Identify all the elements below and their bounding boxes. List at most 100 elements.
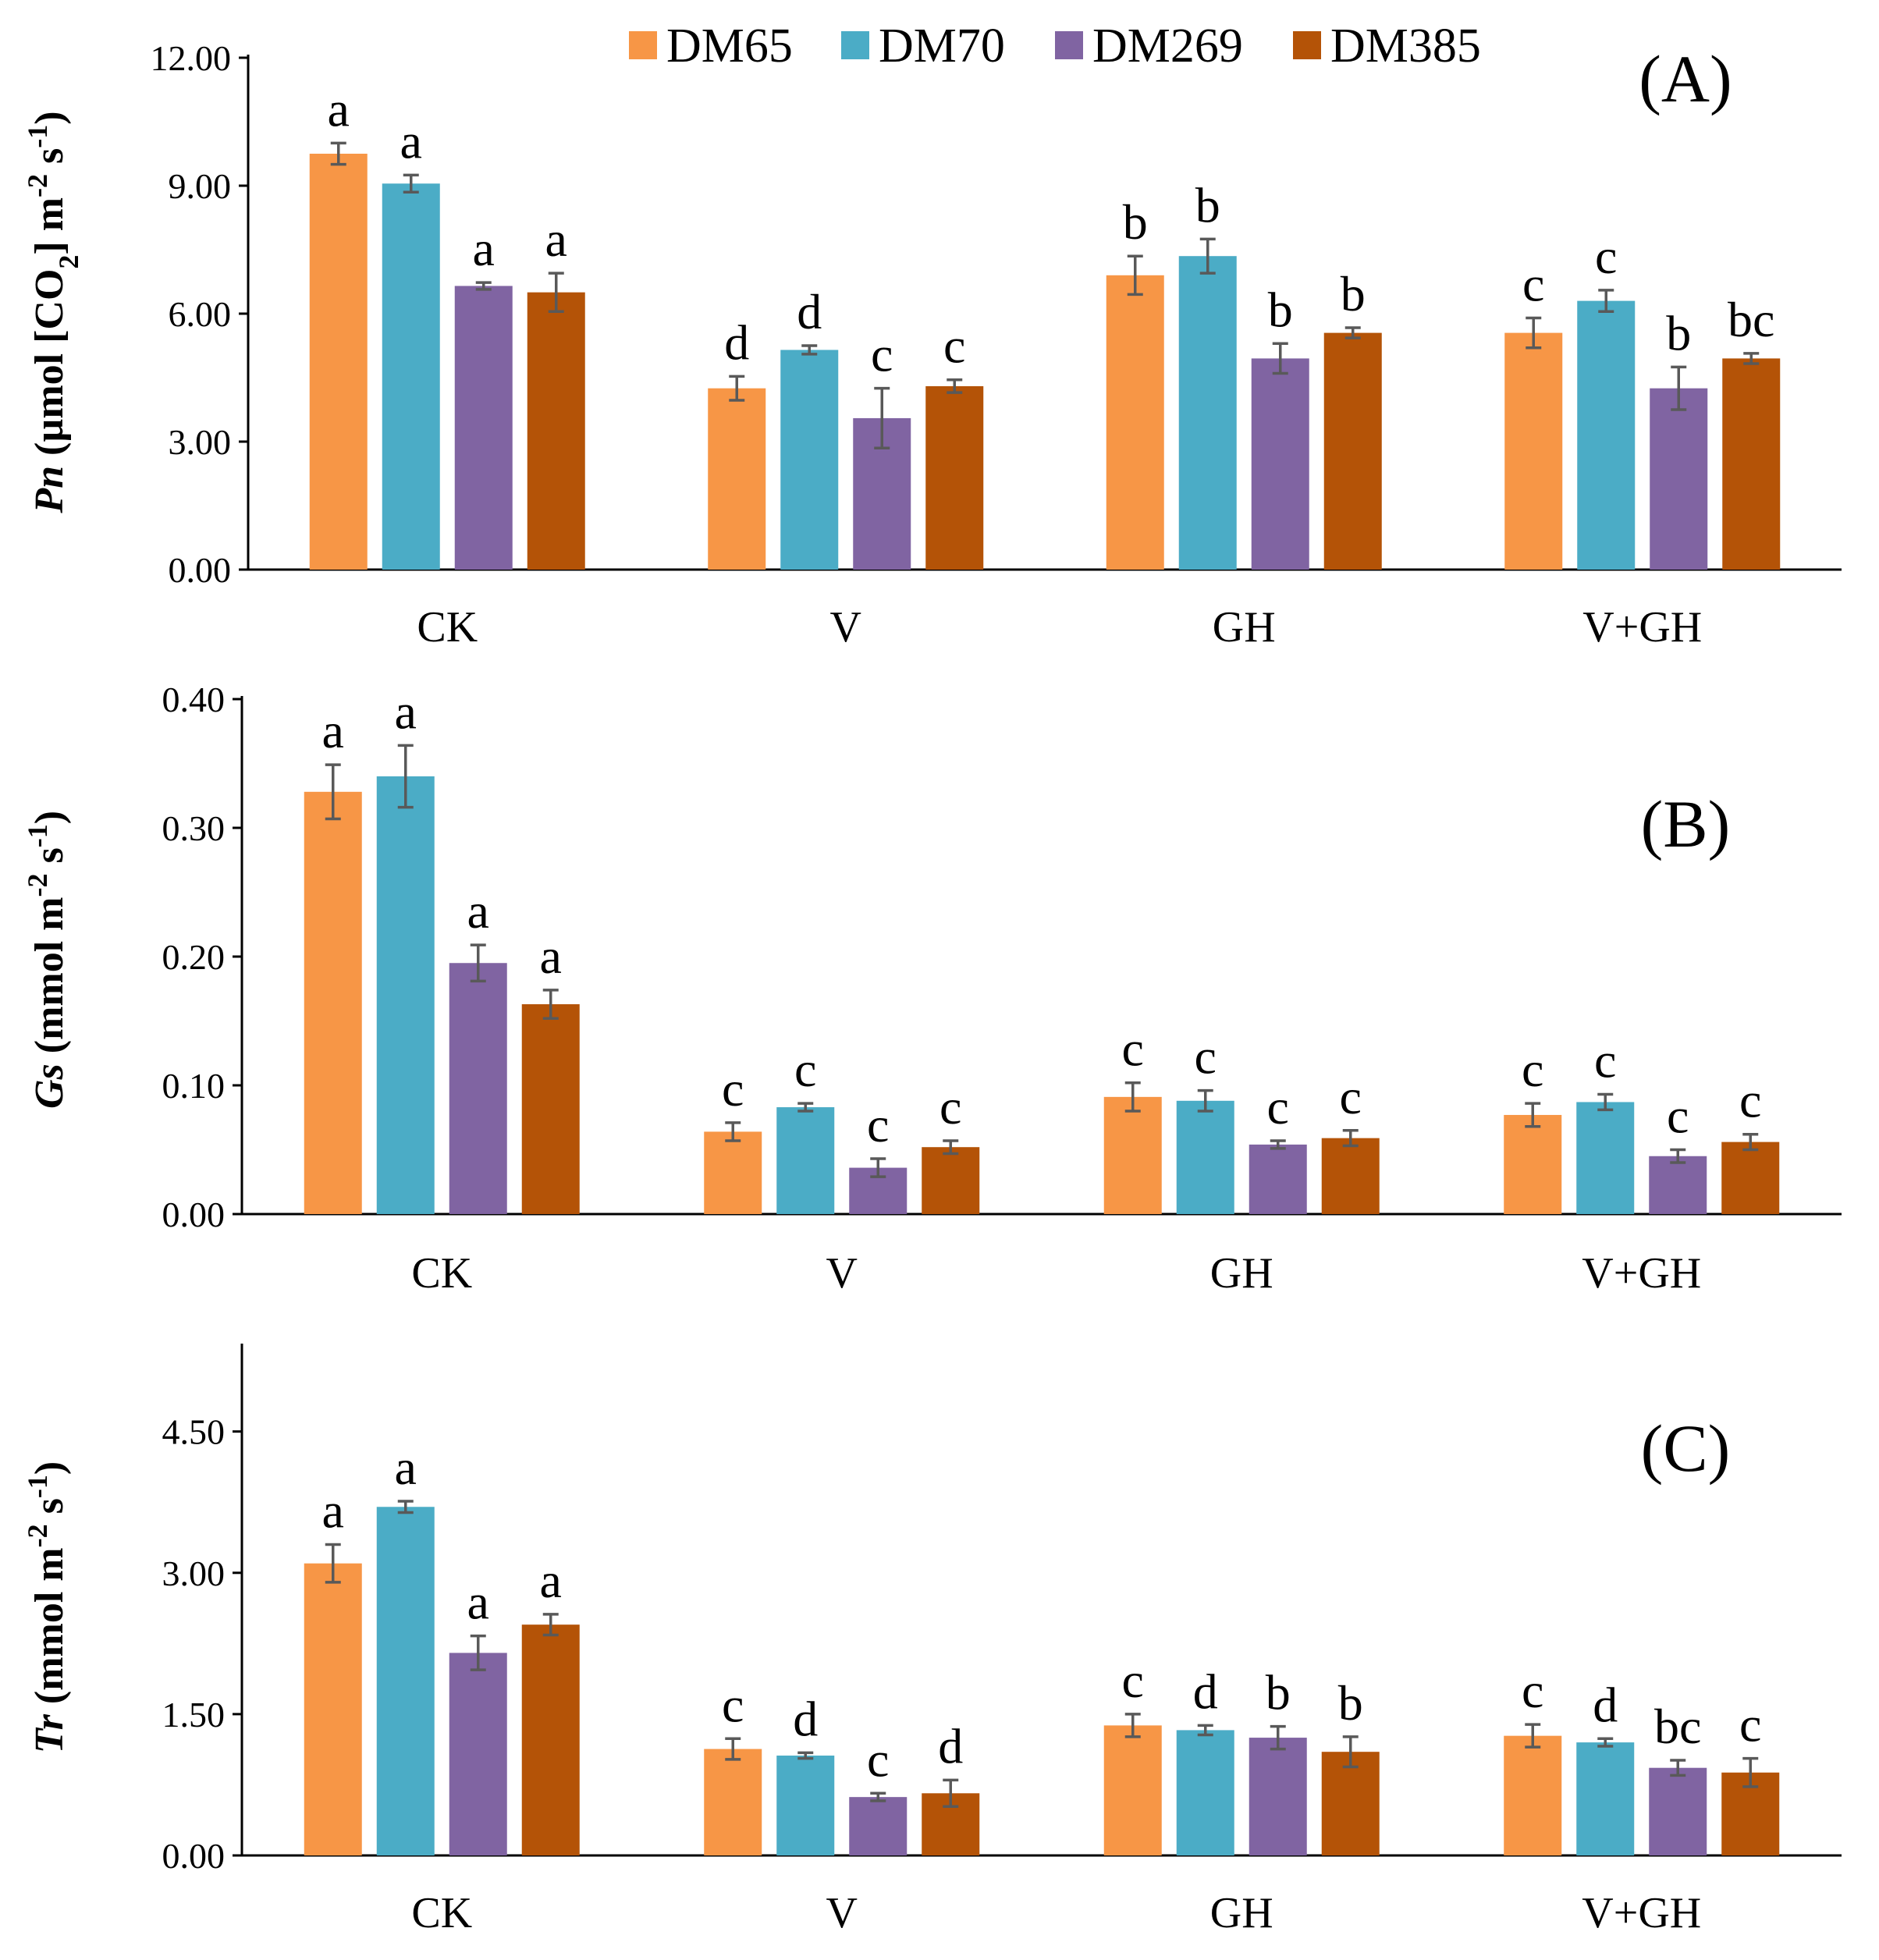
bar-dm65-v-gh (1504, 332, 1563, 570)
significance-letter: b (1268, 282, 1293, 337)
y-tick-label: 9.00 (169, 166, 232, 206)
significance-letter: d (797, 284, 822, 339)
bar-dm269-gh (1251, 358, 1309, 570)
legend: DM65 DM70 DM269 DM385 (629, 20, 1481, 73)
legend-label-dm65: DM65 (666, 20, 793, 73)
significance-letter: c (943, 318, 965, 374)
significance-letter: bc (1654, 1699, 1701, 1754)
significance-letter: a (540, 1553, 562, 1608)
significance-letter: b (1123, 194, 1148, 250)
bar-dm70-v (776, 1107, 835, 1214)
y-label-variable: Gs (27, 1063, 72, 1109)
significance-letter: c (1522, 1042, 1543, 1097)
legend-swatch-dm65 (629, 31, 657, 59)
significance-letter: c (722, 1061, 744, 1117)
bar-dm70-gh (1178, 256, 1237, 570)
significance-letter: a (467, 883, 489, 939)
significance-letter: a (395, 684, 417, 739)
bar-dm269-gh (1249, 1144, 1307, 1214)
y-label-unit: ) (27, 811, 72, 824)
bar-dm65-v (704, 1131, 762, 1214)
significance-letter: b (1341, 266, 1366, 321)
bar-dm385-ck (521, 1004, 580, 1214)
significance-letter: d (1593, 1677, 1618, 1732)
significance-letter: a (322, 1483, 344, 1539)
y-tick-label: 0.40 (162, 680, 226, 719)
significance-letter: a (322, 703, 344, 758)
y-label-unit: s (27, 1498, 72, 1524)
significance-letter: c (794, 1042, 816, 1097)
bar-dm269-ck (449, 1653, 507, 1855)
y-tick-label: 3.00 (169, 422, 232, 462)
legend-label-dm70: DM70 (879, 20, 1005, 73)
y-label-unit: s (27, 148, 72, 174)
significance-letter: c (871, 327, 893, 382)
bar-dm269-v-gh (1649, 1156, 1707, 1214)
bar-dm385-ck (521, 1624, 580, 1855)
y-tick-label: 0.10 (162, 1066, 226, 1106)
y-tick-label: 3.00 (162, 1553, 226, 1593)
x-tick-label-ck: CK (411, 1249, 472, 1298)
bar-dm269-v-gh (1649, 1767, 1707, 1855)
bar-dm385-v-gh (1721, 1142, 1780, 1214)
bar-dm269-gh (1249, 1738, 1307, 1855)
significance-letter: c (1122, 1653, 1144, 1708)
bar-dm65-v (708, 388, 766, 570)
bar-dm70-v (780, 350, 839, 570)
y-label-unit: (mmol m (27, 897, 72, 1064)
panel-a: 0.00 3.00 6.00 9.00 12.00 Pn (µmol [CO2] m-2 … (22, 38, 1842, 652)
y-label-unit: ) (27, 1461, 72, 1475)
significance-letter: d (1193, 1664, 1218, 1719)
y-label-variable: Tr (27, 1713, 72, 1753)
bar-dm385-gh (1321, 1138, 1380, 1214)
significance-letter: a (473, 221, 495, 276)
y-tick-label: 0.00 (162, 1836, 226, 1876)
legend-swatch-dm385 (1293, 31, 1321, 59)
significance-letter: a (400, 113, 422, 169)
significance-letter: c (722, 1677, 744, 1732)
y-label-subscript: 2 (53, 255, 84, 269)
y-label-superscript: -1 (22, 824, 53, 847)
significance-letter: c (867, 1097, 889, 1152)
bar-dm70-ck (376, 1507, 435, 1855)
y-tick-label: 0.00 (162, 1195, 226, 1234)
significance-letter: b (1195, 177, 1220, 233)
bar-dm385-ck (527, 292, 585, 570)
significance-letter: c (1267, 1079, 1289, 1134)
significance-letter: c (1667, 1088, 1689, 1144)
bar-dm269-v-gh (1650, 388, 1708, 570)
significance-letter: b (1666, 305, 1691, 360)
y-label-unit: (mmol m (27, 1547, 72, 1714)
bar-dm385-v (922, 1147, 980, 1214)
bar-dm65-ck (304, 791, 362, 1214)
bar-dm65-gh (1103, 1725, 1162, 1855)
bar-dm269-ck (449, 963, 507, 1214)
bar-dm65-gh (1103, 1096, 1162, 1214)
legend-swatch-dm269 (1055, 31, 1083, 59)
bar-dm70-gh (1176, 1730, 1234, 1855)
bar-dm385-gh (1321, 1752, 1380, 1855)
y-label-unit: s (27, 847, 72, 873)
significance-letter: c (940, 1079, 961, 1134)
bar-dm70-v-gh (1576, 1102, 1635, 1214)
y-axis-label: Tr (mmol m-2 s-1) (22, 1461, 72, 1753)
significance-letter: c (1739, 1073, 1761, 1128)
y-label-unit: ] m (27, 197, 72, 255)
y-tick-label: 0.20 (162, 937, 226, 977)
significance-letter: c (1522, 256, 1544, 311)
bar-dm70-v-gh (1577, 300, 1636, 570)
bar-dm65-gh (1106, 275, 1164, 570)
x-tick-label-v-gh: V+GH (1582, 1889, 1701, 1937)
panel-label: (B) (1641, 786, 1731, 861)
bar-dm65-v (704, 1749, 762, 1855)
bar-dm65-ck (304, 1563, 362, 1855)
bar-dm385-v-gh (1722, 358, 1781, 570)
bar-dm65-ck (309, 154, 368, 570)
bar-dm65-v-gh (1504, 1735, 1562, 1855)
y-tick-label: 6.00 (169, 294, 232, 334)
x-tick-label-v: V (830, 603, 861, 652)
significance-letter: c (1595, 229, 1617, 284)
significance-letter: c (1594, 1033, 1616, 1088)
bar-dm70-gh (1176, 1100, 1234, 1214)
x-tick-label-ck: CK (417, 603, 478, 652)
